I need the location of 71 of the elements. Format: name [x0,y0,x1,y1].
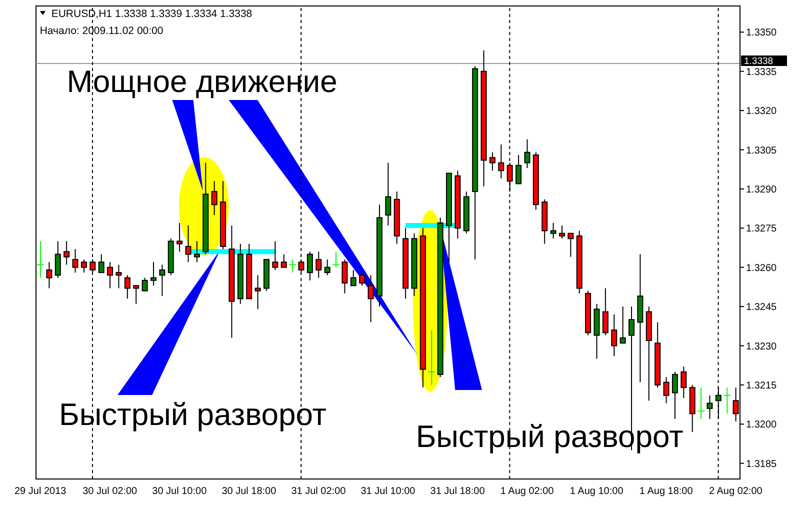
candlestick [316,251,322,278]
annotation: Быстрый разворот [59,397,327,432]
x-tick-label: 1 Aug 02:00 [500,486,554,498]
ref-line-label: 1.3338 [744,56,774,67]
x-tick-label: 31 Jul 10:00 [360,486,416,498]
y-tick-label: 1.3290 [746,184,778,196]
annotation: Мощное движение [66,64,338,99]
candlestick [194,240,200,263]
candlestick [80,258,87,274]
x-tick-label: 30 Jul 02:00 [82,486,138,498]
candlestick [142,277,148,292]
candlestick [116,264,122,289]
y-tick-label: 1.3260 [746,262,778,274]
candlestick [133,285,140,304]
candlestick [602,288,608,336]
chart-title: EURUSD,H1 1.3338 1.3339 1.3334 1.3338 [51,8,252,20]
candlestick [498,144,504,179]
candlestick [350,269,356,286]
candlestick [524,138,530,169]
candlestick [706,394,713,420]
candlestick [342,258,348,294]
candlestick [185,225,192,263]
candlestick [680,366,687,398]
candlestick [176,222,183,252]
candlestick [36,240,44,278]
candlestick [489,152,496,172]
y-tick-label: 1.3200 [746,420,778,431]
y-tick-label: 1.3185 [746,458,778,470]
candlestick [64,240,70,266]
candlestick [568,232,574,258]
candlestick [550,222,556,240]
y-tick-label: 1.3245 [746,302,778,314]
candlestick [611,314,618,357]
x-tick-label: 2 Aug 02:00 [708,486,763,498]
candlestick [98,254,104,274]
candlestick [159,264,166,297]
candlestick [385,162,392,226]
candlestick [107,262,114,289]
x-tick-label: 31 Jul 02:00 [291,486,346,498]
candlestick [324,258,330,276]
candlestick [620,306,626,344]
y-tick-label: 1.3215 [746,380,778,392]
x-tick-label: 1 Aug 10:00 [570,486,624,498]
y-tick-label: 1.3230 [746,341,778,352]
x-tick-label: 31 Jul 18:00 [430,486,486,498]
candlestick [124,274,130,300]
y-tick-label: 1.3320 [746,106,778,118]
candlestick [254,274,261,310]
candlestick [368,274,374,323]
candlestick [72,248,78,274]
candlestick [150,262,156,286]
x-tick-label: 29 Jul 2013 [14,486,67,498]
candlestick [359,272,366,286]
candlestick [211,180,218,216]
x-tick-label: 30 Jul 10:00 [152,486,208,498]
y-tick-label: 1.3335 [746,66,778,78]
x-tick-label: 1 Aug 18:00 [639,486,694,498]
candlestick [46,262,52,289]
candlestick [663,376,670,404]
candlestick [272,240,278,270]
x-tick-label: 30 Jul 18:00 [222,486,277,498]
candlestick [280,254,287,268]
candlestick [516,154,522,184]
candlestick [558,225,565,240]
candlestick [306,251,313,281]
y-tick-label: 1.3275 [746,224,778,235]
y-tick-label: 1.3350 [746,28,778,39]
candlestick [672,371,678,420]
text: Начало: 2009.11.02 00:00 [40,25,164,37]
candlestick [54,240,61,278]
y-tick-label: 1.3305 [746,145,778,156]
